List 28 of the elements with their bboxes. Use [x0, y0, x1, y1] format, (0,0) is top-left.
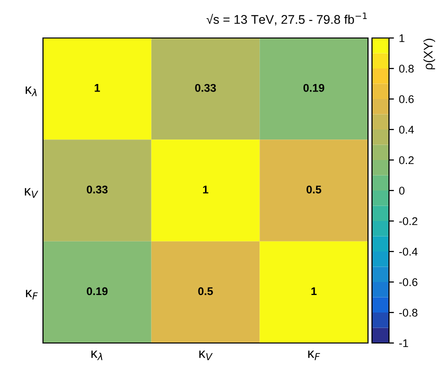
x-tick-label: κ$_{V}$: [199, 350, 213, 360]
color-bar-label: 1: [400, 34, 404, 42]
color-bar-label: -0.2: [399, 217, 418, 226]
y-tick-label: κ$_{F}$: [26, 290, 38, 300]
color-bar-label: 0.6: [399, 95, 414, 104]
y-tick-label: κ$_{V}$: [24, 188, 38, 198]
x-tick-label: κ$_{λ}$: [91, 350, 102, 360]
chart-title: √s = 13 TeV, 27.5 - 79.8 fb$^{−1}$: [206, 12, 367, 26]
data-label: 0.5: [306, 186, 322, 194]
x-tick-label: κ$_{F}$: [308, 350, 320, 360]
data-label: 1: [94, 84, 100, 92]
data-label: 0.19: [303, 84, 324, 92]
color-bar-label: 0.8: [399, 64, 414, 73]
color-bar-title: ρ(XY): [423, 38, 436, 70]
y-tick-label: κ$_{λ}$: [26, 86, 37, 96]
data-label: 0.33: [195, 84, 216, 92]
color-bar-label: 0.4: [399, 126, 414, 134]
data-label: 0.33: [86, 186, 108, 194]
data-label: 0.5: [198, 287, 213, 296]
color-bar-label: -0.6: [399, 278, 418, 286]
data-label: 1: [311, 287, 317, 296]
data-label: 0.19: [86, 287, 108, 296]
color-bar-label: -0.8: [399, 308, 418, 317]
color-bar-label: 0: [399, 186, 404, 195]
color-bar-label: 0.2: [399, 156, 414, 164]
color-bar-label: -0.4: [399, 248, 418, 256]
color-bar-label: -1: [399, 339, 408, 348]
data-label: 1: [203, 186, 208, 194]
